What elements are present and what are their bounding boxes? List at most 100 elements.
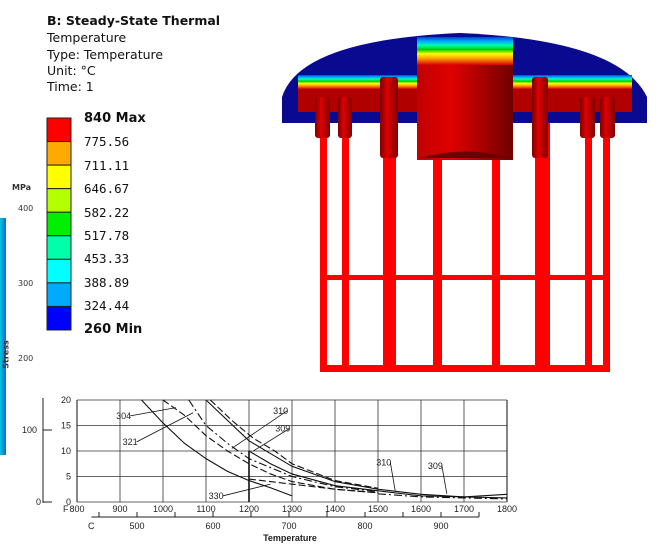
background-overlay-stripe (0, 218, 6, 455)
annotation-arrow (130, 407, 176, 417)
y-tick-label: 0 (66, 497, 71, 507)
annotation-label: 310 (273, 406, 288, 416)
result-time: Time: 1 (47, 79, 94, 94)
series-line (248, 478, 379, 494)
legend-band (46, 117, 72, 143)
annotation-label: 309 (428, 461, 443, 471)
result-type: Type: Temperature (47, 47, 164, 62)
legend-label: 840 Max (84, 111, 146, 126)
series-line (209, 399, 379, 489)
x-secondary-unit-label: C (88, 521, 95, 531)
x-tick-label: 1200 (239, 504, 259, 514)
legend-label: 517.78 (84, 228, 130, 243)
legend-band (46, 282, 72, 307)
x-tick-label: 1000 (153, 504, 173, 514)
legend-color-bar (46, 117, 72, 331)
x-tick-label: 1600 (411, 504, 431, 514)
left-axis-tick: 400 (18, 204, 34, 213)
x-axis-label: Temperature (263, 533, 317, 543)
x-secondary-tick-label: 700 (281, 521, 296, 531)
horizontal-ring (320, 275, 610, 280)
series-line (188, 399, 379, 493)
legend-band (46, 188, 72, 213)
support-leg (342, 123, 349, 372)
annotation-arrow (441, 465, 448, 494)
nozzle-stub (315, 97, 330, 138)
model-geometry[interactable] (282, 33, 647, 372)
y-tick-label: 5 (66, 472, 71, 482)
result-name: Temperature (47, 30, 127, 45)
cylinder-bottom-edge (420, 151, 510, 158)
legend-label: 388.89 (84, 274, 130, 290)
nozzle-stub (338, 97, 352, 138)
analysis-title: B: Steady-State Thermal (47, 13, 221, 28)
support-leg (320, 123, 327, 372)
x-tick-label: 1300 (282, 504, 302, 514)
x-secondary-tick-label: 500 (129, 521, 144, 531)
support-leg (585, 123, 592, 372)
left-axis-unit: MPa (12, 183, 32, 192)
support-leg (383, 123, 396, 372)
series-line (162, 399, 379, 494)
central-cylinder-gradient (417, 37, 513, 65)
support-leg (535, 123, 550, 372)
bottom-ring (320, 365, 610, 372)
nozzle-stub (532, 77, 548, 158)
legend-label: 453.33 (84, 251, 130, 267)
x-tick-label: 800 (69, 504, 84, 514)
y-tick-label: 20 (61, 395, 71, 405)
x-secondary-tick-label: 900 (433, 521, 448, 531)
y-tick-label: 15 (61, 421, 71, 431)
legend-band (46, 258, 72, 284)
x-tick-label: 900 (112, 504, 127, 514)
legend-band (46, 235, 72, 260)
support-leg (603, 123, 610, 372)
x-secondary-tick-label: 800 (357, 521, 372, 531)
annotation-label: 330 (209, 491, 224, 501)
annotation-arrow (136, 412, 194, 443)
legend-label: 775.56 (84, 134, 130, 150)
x-unit-label: F (63, 504, 69, 514)
annotation-arrow (253, 428, 290, 452)
left-axis-tick: 200 (18, 354, 34, 363)
nozzle-stub (580, 97, 595, 138)
series-line (248, 450, 508, 499)
y-tick-label: 10 (61, 446, 71, 456)
x-tick-label: 1800 (497, 504, 517, 514)
result-unit: Unit: °C (47, 63, 96, 78)
left-axis-label: Stress (1, 340, 11, 369)
annotation-arrow (231, 410, 288, 449)
outer-y-tick-label: 100 (22, 425, 37, 435)
support-leg (492, 123, 500, 372)
x-tick-label: 1100 (196, 504, 215, 514)
legend-band (46, 211, 72, 237)
legend-label: 711.11 (84, 157, 130, 173)
annotation-label: 310 (376, 457, 391, 467)
x-tick-label: 1500 (368, 504, 388, 514)
nozzle-stub (380, 77, 398, 158)
annotation-arrow (389, 462, 396, 491)
x-tick-label: 1700 (454, 504, 474, 514)
support-leg (433, 123, 442, 372)
x-tick-label: 1400 (325, 504, 345, 514)
outer-y-tick-label: 0 (36, 497, 41, 507)
legend-label: 324.44 (84, 298, 130, 314)
series-line (377, 493, 508, 500)
legend-band (46, 164, 72, 190)
annotation-label: 309 (275, 424, 290, 434)
nozzle-stub (600, 97, 615, 138)
series-line (205, 399, 508, 498)
legend-label: 260 Min (84, 321, 143, 337)
x-secondary-tick-label: 600 (205, 521, 220, 531)
annotation-label: 321 (123, 437, 138, 447)
legend-label: 646.67 (84, 181, 130, 197)
legend-band (46, 305, 72, 331)
left-axis-tick: 300 (18, 279, 34, 288)
legend-label: 582.22 (84, 204, 130, 220)
annotation-arrow (222, 483, 271, 497)
legend-band (46, 141, 72, 166)
annotation-label: 304 (116, 411, 131, 421)
